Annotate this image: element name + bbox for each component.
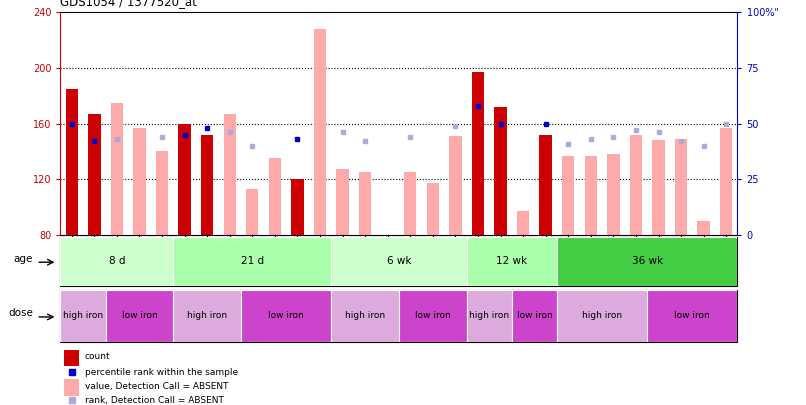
Text: high iron: high iron	[582, 311, 622, 320]
Bar	[331, 290, 399, 342]
Bar	[467, 237, 557, 286]
Bar	[629, 134, 642, 235]
Text: low iron: low iron	[268, 311, 304, 320]
Text: high iron: high iron	[469, 311, 509, 320]
Bar	[697, 221, 710, 235]
Bar	[173, 290, 241, 342]
Text: high iron: high iron	[63, 311, 103, 320]
Text: value, Detection Call = ABSENT: value, Detection Call = ABSENT	[85, 382, 228, 391]
Bar	[517, 211, 530, 235]
Bar	[675, 139, 688, 235]
Bar	[201, 134, 214, 235]
Bar	[291, 179, 304, 235]
Bar	[449, 136, 462, 235]
FancyBboxPatch shape	[64, 379, 79, 396]
Bar	[426, 183, 439, 235]
Text: low iron: low iron	[517, 311, 552, 320]
Bar	[539, 134, 552, 235]
Bar	[156, 151, 168, 235]
Bar	[133, 128, 146, 235]
Text: 8 d: 8 d	[109, 256, 125, 266]
Text: percentile rank within the sample: percentile rank within the sample	[85, 368, 238, 377]
Bar	[720, 128, 733, 235]
Bar	[584, 156, 597, 235]
Text: low iron: low iron	[675, 311, 710, 320]
Bar	[467, 290, 512, 342]
Text: 6 wk: 6 wk	[387, 256, 411, 266]
Bar	[88, 114, 101, 235]
Text: GDS1054 / 1377520_at: GDS1054 / 1377520_at	[60, 0, 197, 8]
Bar	[60, 237, 173, 286]
Bar	[512, 290, 557, 342]
Bar	[178, 124, 191, 235]
Bar	[110, 102, 123, 235]
Text: count: count	[85, 352, 110, 361]
Text: age: age	[14, 254, 33, 264]
Text: 12 wk: 12 wk	[496, 256, 527, 266]
Bar	[223, 114, 236, 235]
Bar	[399, 290, 467, 342]
Bar	[60, 290, 106, 342]
Bar	[314, 29, 326, 235]
Text: high iron: high iron	[345, 311, 385, 320]
Text: dose: dose	[8, 308, 33, 318]
Bar	[331, 237, 467, 286]
Bar	[647, 290, 737, 342]
Text: rank, Detection Call = ABSENT: rank, Detection Call = ABSENT	[85, 396, 223, 405]
FancyBboxPatch shape	[64, 350, 79, 366]
Bar	[472, 72, 484, 235]
Bar	[359, 172, 372, 235]
Text: low iron: low iron	[122, 311, 157, 320]
Bar	[404, 172, 417, 235]
Bar	[241, 290, 331, 342]
Bar	[336, 169, 349, 235]
Bar	[173, 237, 331, 286]
Text: low iron: low iron	[415, 311, 451, 320]
Bar	[562, 156, 575, 235]
Text: 21 d: 21 d	[241, 256, 264, 266]
Bar	[557, 290, 647, 342]
Bar	[106, 290, 173, 342]
Bar	[65, 89, 78, 235]
Bar	[652, 140, 665, 235]
Bar	[494, 107, 507, 235]
Text: high iron: high iron	[187, 311, 227, 320]
Bar	[607, 154, 620, 235]
Bar	[268, 158, 281, 235]
Text: 36 wk: 36 wk	[632, 256, 663, 266]
Bar	[246, 189, 259, 235]
Bar	[557, 237, 737, 286]
